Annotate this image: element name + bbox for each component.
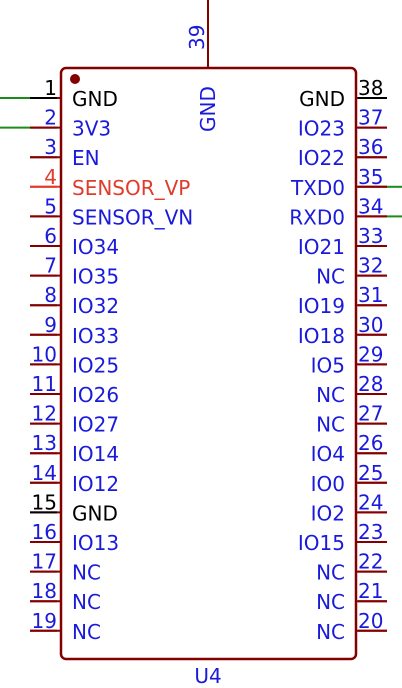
ic-body-outline[interactable] bbox=[59, 66, 358, 661]
top-pin-group: 39 GND bbox=[185, 0, 220, 132]
pin-number: 8 bbox=[44, 283, 57, 307]
pin-name: IO26 bbox=[72, 383, 119, 407]
pin-number: 22 bbox=[358, 550, 383, 574]
pin-number: 11 bbox=[32, 372, 57, 396]
pin-name: IO5 bbox=[311, 353, 345, 377]
pin-number: 29 bbox=[358, 342, 383, 366]
top-pin-name: GND bbox=[196, 86, 220, 132]
pin-name: IO32 bbox=[72, 294, 119, 318]
pin-number: 19 bbox=[32, 609, 57, 633]
pin-number: 31 bbox=[358, 283, 383, 307]
pin1-indicator-dot bbox=[70, 74, 80, 84]
pin-number: 16 bbox=[32, 520, 57, 544]
pin-number: 24 bbox=[358, 490, 383, 514]
pin-name: IO23 bbox=[298, 117, 345, 141]
pin-name: RXD0 bbox=[289, 205, 345, 229]
pin-name: NC bbox=[316, 383, 345, 407]
right-pin-group: 38 GND 37 IO23 36 IO22 35 TXD0 34 RXD0 33 IO21 32 NC 3… bbox=[289, 76, 387, 644]
pin-name: GND bbox=[72, 501, 118, 525]
pin-name: NC bbox=[72, 590, 101, 614]
pin-name: IO14 bbox=[72, 442, 119, 466]
pin-number: 36 bbox=[358, 135, 383, 159]
pin-name: 3V3 bbox=[72, 117, 111, 141]
pin-name: NC bbox=[316, 620, 345, 644]
pin-name: TXD0 bbox=[290, 176, 345, 200]
pin-name: IO34 bbox=[72, 235, 119, 259]
pin-name: IO12 bbox=[72, 472, 119, 496]
pin-name: IO22 bbox=[298, 146, 345, 170]
pin-name: EN bbox=[72, 146, 100, 170]
pin-name: IO25 bbox=[72, 353, 119, 377]
pin-name: GND bbox=[299, 87, 345, 111]
pin-number: 20 bbox=[358, 609, 383, 633]
pin-number: 18 bbox=[32, 579, 57, 603]
pin-name: SENSOR_VN bbox=[72, 205, 193, 229]
pin-number: 37 bbox=[358, 106, 383, 130]
pin-number: 5 bbox=[44, 194, 57, 218]
pin-name: NC bbox=[72, 620, 101, 644]
pin-number: 38 bbox=[358, 76, 383, 100]
pin-name: NC bbox=[316, 561, 345, 585]
pin-name: NC bbox=[316, 413, 345, 437]
pin-name: NC bbox=[72, 561, 101, 585]
pin-number: 7 bbox=[44, 254, 57, 278]
pin-name: IO27 bbox=[72, 413, 119, 437]
pin-name: GND bbox=[72, 87, 118, 111]
pin-number: 17 bbox=[32, 550, 57, 574]
pin-name: IO33 bbox=[72, 324, 119, 348]
pin-number: 1 bbox=[44, 76, 57, 100]
pin-name: IO0 bbox=[311, 472, 345, 496]
top-pin-number: 39 bbox=[185, 25, 209, 50]
pin-name: IO35 bbox=[72, 265, 119, 289]
pin-name: IO21 bbox=[298, 235, 345, 259]
pin-number: 26 bbox=[358, 431, 383, 455]
pin-number: 23 bbox=[358, 520, 383, 544]
pin-number: 21 bbox=[358, 579, 383, 603]
pin-number: 3 bbox=[44, 135, 57, 159]
pin-number: 27 bbox=[358, 402, 383, 426]
pin-number: 14 bbox=[32, 461, 57, 485]
pin-number: 12 bbox=[32, 402, 57, 426]
net-wires bbox=[0, 97, 402, 218]
pin-number: 30 bbox=[358, 313, 383, 337]
pin-name: IO4 bbox=[311, 442, 345, 466]
pin-number: 4 bbox=[44, 165, 57, 189]
pin-number: 28 bbox=[358, 372, 383, 396]
pin-name: NC bbox=[316, 590, 345, 614]
pin-name: IO2 bbox=[311, 501, 345, 525]
pin-number: 13 bbox=[32, 431, 57, 455]
pin-number: 6 bbox=[44, 224, 57, 248]
pin-number: 10 bbox=[32, 342, 57, 366]
pin-number: 9 bbox=[44, 313, 57, 337]
pin-number: 15 bbox=[32, 490, 57, 514]
pin-name: IO15 bbox=[298, 531, 345, 555]
pin-name: IO13 bbox=[72, 531, 119, 555]
pin-number: 33 bbox=[358, 224, 383, 248]
pin-name: NC bbox=[316, 265, 345, 289]
pin-number: 34 bbox=[358, 194, 383, 218]
pin-number: 32 bbox=[358, 254, 383, 278]
pin-number: 2 bbox=[44, 106, 57, 130]
pin-number: 35 bbox=[358, 165, 383, 189]
left-pin-group: 1 GND 2 3V3 3 EN 4 SENSOR_VP 5 SENSOR_VN 6 IO34 7 IO3… bbox=[30, 76, 193, 644]
pin-name: IO19 bbox=[298, 294, 345, 318]
pin-name: SENSOR_VP bbox=[72, 176, 190, 200]
reference-designator: U4 bbox=[194, 664, 221, 688]
pin-number: 25 bbox=[358, 461, 383, 485]
pin-name: IO18 bbox=[298, 324, 345, 348]
